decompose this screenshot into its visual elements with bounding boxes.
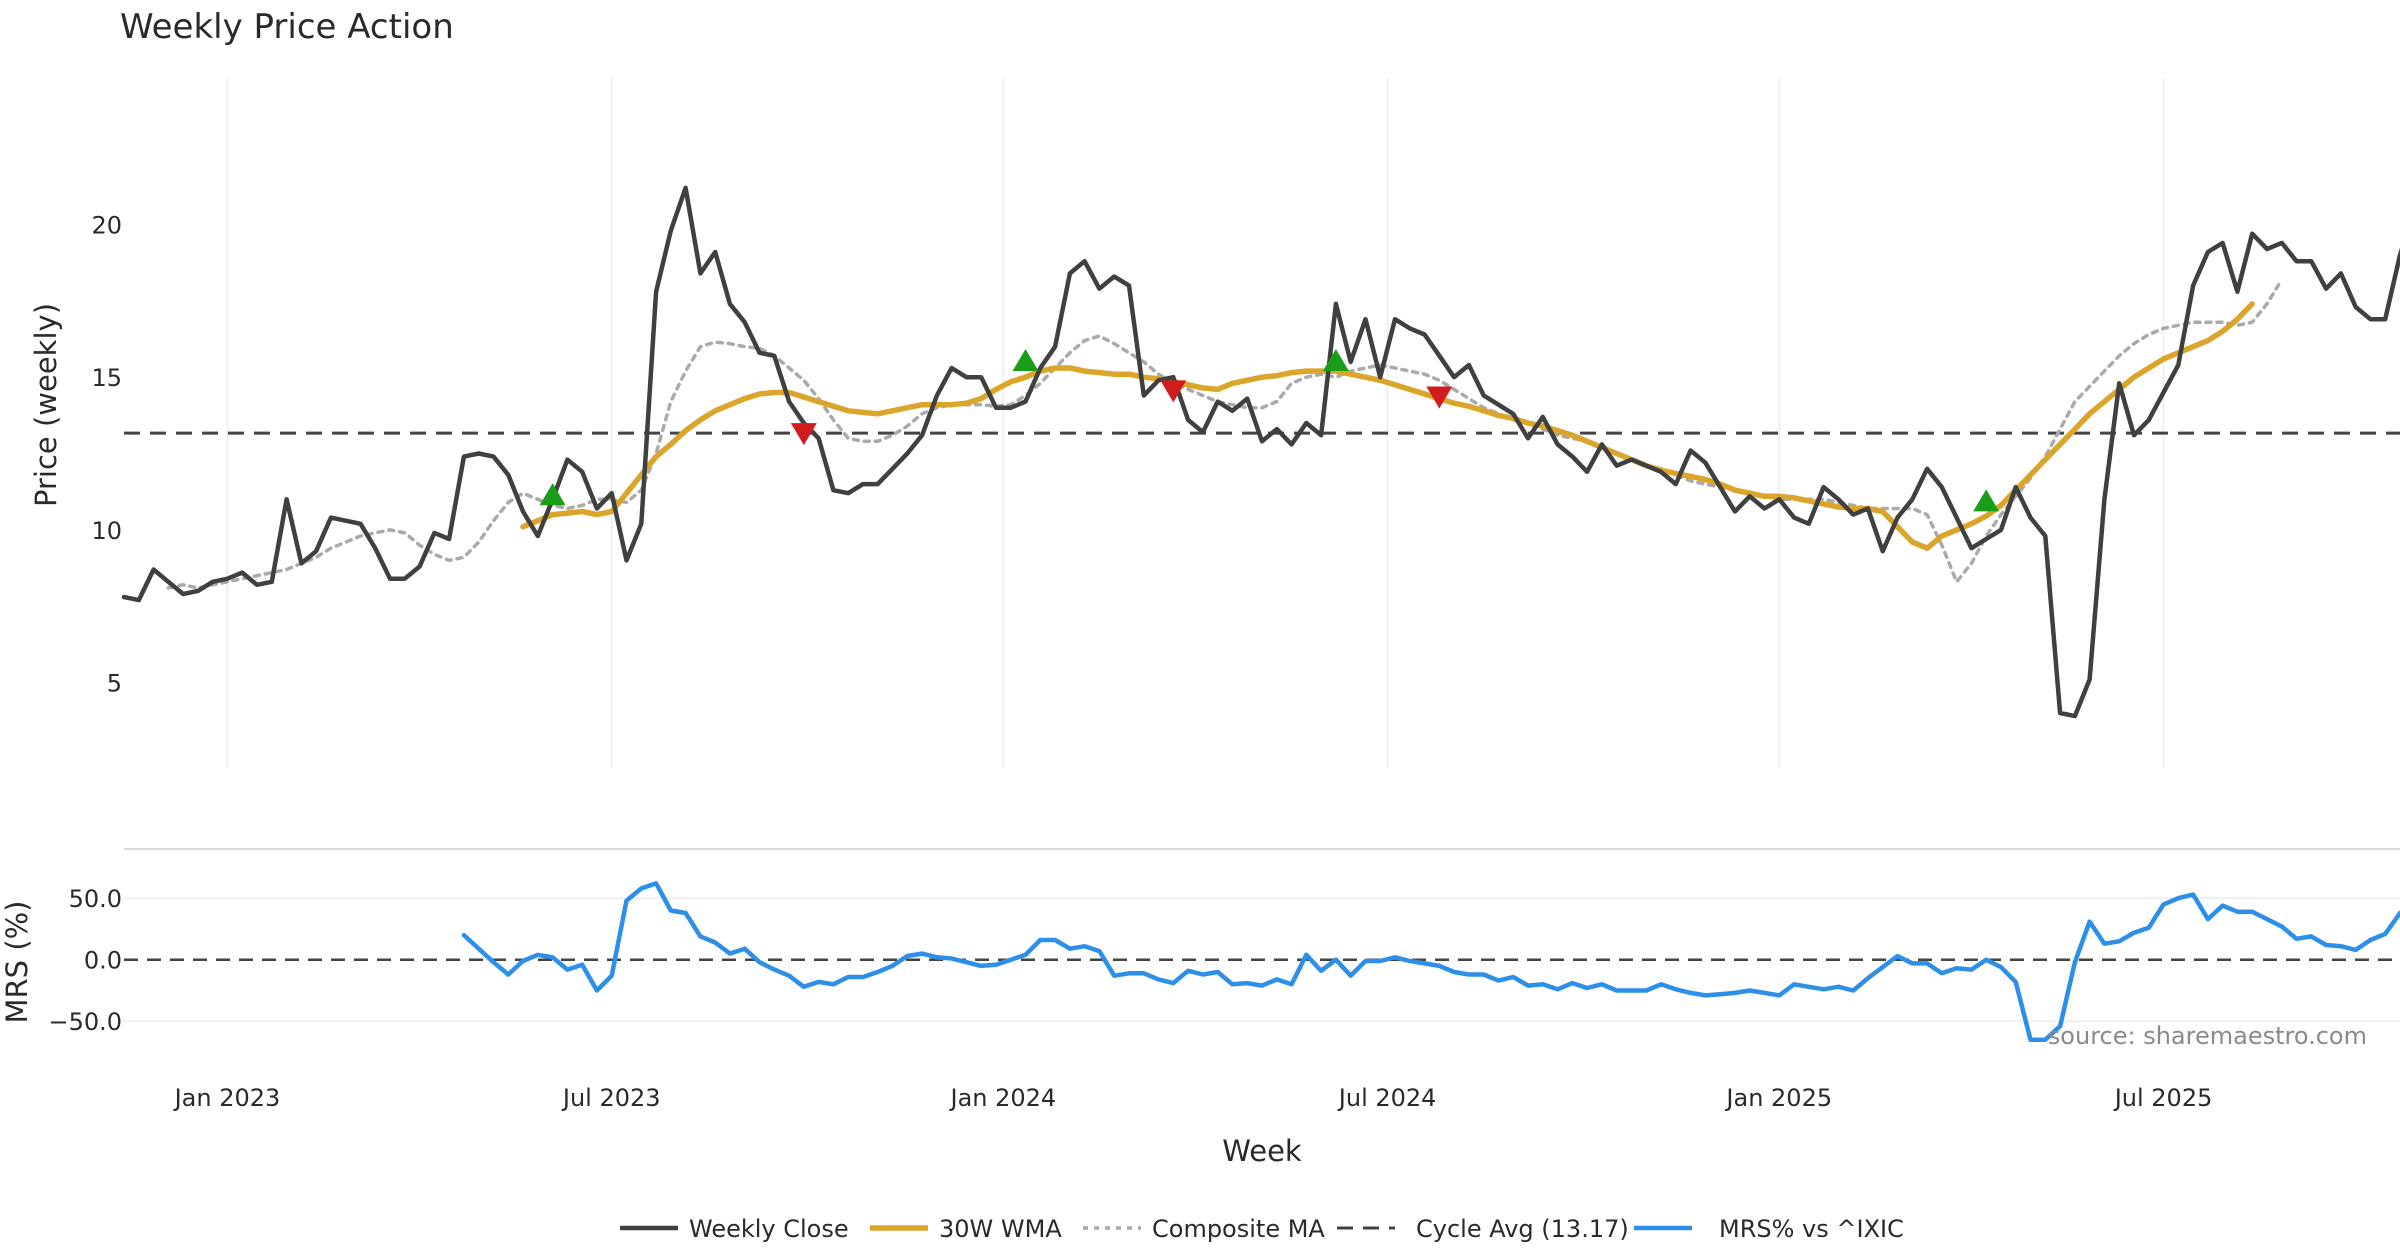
buy-signal-marker	[539, 483, 566, 506]
wma-30w-line	[520, 301, 2255, 551]
series-layer	[121, 185, 2400, 1042]
mrs-line	[461, 881, 2400, 1042]
weekly-close-line	[121, 185, 2400, 719]
x-tick-label: Jul 2023	[561, 1084, 661, 1112]
mrs-y-ticks: −50.0 0.0 50.0	[48, 885, 122, 1036]
y-tick-label: 10	[91, 517, 122, 545]
legend-label: Cycle Avg (13.17)	[1416, 1215, 1629, 1243]
y-tick-label: 20	[91, 212, 122, 240]
sell-signal-marker	[790, 423, 817, 446]
sell-signal-marker	[1160, 380, 1187, 403]
legend-label: 30W WMA	[939, 1215, 1062, 1243]
y-tick-label: 15	[91, 364, 122, 392]
x-tick-label: Jul 2024	[1337, 1084, 1437, 1112]
buy-signal-marker	[1973, 489, 2000, 512]
signal-markers	[539, 348, 2000, 512]
price-y-ticks: 5 10 15 20	[91, 212, 122, 698]
mrs-panel-grid	[124, 848, 2400, 1022]
mrs-axis-label: MRS (%)	[0, 901, 34, 1024]
sell-signal-marker	[1426, 386, 1453, 409]
mrs-tick-label: −50.0	[48, 1008, 122, 1036]
buy-signal-marker	[1012, 348, 1039, 371]
price-panel-grid	[226, 78, 2165, 768]
x-ticks: Jan 2023 Jul 2023 Jan 2024 Jul 2024 Jan 2025…	[173, 1084, 2213, 1112]
y-tick-label: 5	[107, 670, 122, 698]
composite-ma-line	[166, 277, 2284, 590]
x-tick-label: Jul 2025	[2113, 1084, 2213, 1112]
x-axis-label: Week	[1222, 1134, 1302, 1168]
x-tick-label: Jan 2024	[949, 1084, 1057, 1112]
y-axis-label: Price (weekly)	[29, 303, 63, 507]
legend: Weekly Close 30W WMA Composite MA Cycle Avg…	[620, 1215, 1904, 1243]
x-tick-label: Jan 2023	[173, 1084, 281, 1112]
mrs-tick-label: 50.0	[69, 885, 122, 913]
source-credit: source: sharemaestro.com	[2048, 1022, 2367, 1050]
x-tick-label: Jan 2025	[1724, 1084, 1832, 1112]
buy-signal-marker	[1322, 348, 1349, 371]
legend-label: Weekly Close	[689, 1215, 849, 1243]
legend-label: MRS% vs ^IXIC	[1719, 1215, 1904, 1243]
legend-label: Composite MA	[1152, 1215, 1325, 1243]
mrs-tick-label: 0.0	[84, 947, 122, 975]
reference-lines	[124, 431, 2400, 961]
chart-title: Weekly Price Action	[120, 7, 454, 47]
